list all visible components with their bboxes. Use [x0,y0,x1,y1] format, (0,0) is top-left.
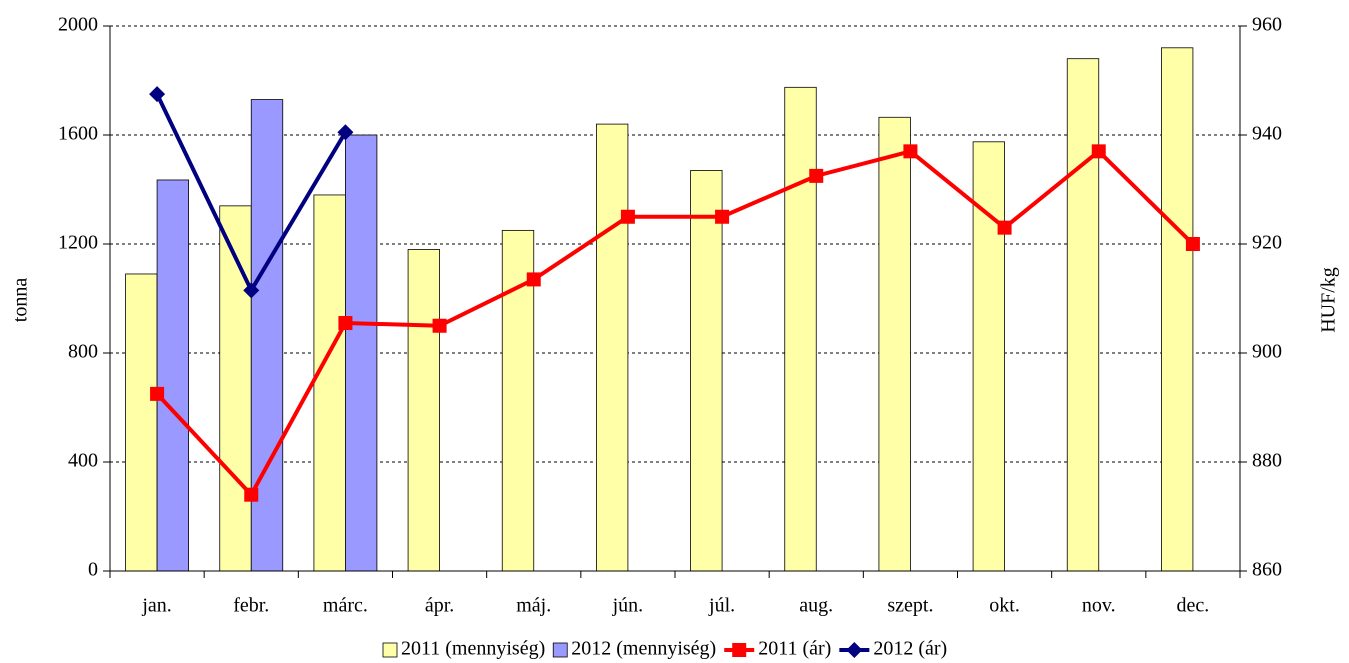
legend-swatch [382,642,398,658]
y2-tick-label: 860 [1252,559,1282,581]
y-tick-label: 1200 [58,232,98,254]
point [620,209,635,224]
y2-tick-label: 940 [1252,123,1282,145]
line [155,148,1195,499]
legend-label: 2012 (mennyiség) [571,638,716,660]
point [715,209,730,224]
x-tick-label: máj. [516,595,551,617]
y-axis-label: tonna [10,278,32,323]
y2-tick-label: 920 [1252,232,1282,254]
y-tick-label: 800 [68,341,98,363]
bar [219,205,252,572]
x-tick-label: jan. [141,595,171,617]
x-tick-label: okt. [989,595,1020,617]
x-tick-label: márc. [323,595,368,617]
bar [345,134,378,572]
point [1091,144,1106,159]
bar [125,273,158,572]
legend-label: 2011 (ár) [758,638,831,660]
point [432,318,447,333]
legend-swatch [552,642,568,658]
bar [784,86,817,572]
bar [690,170,723,572]
y2-axis-label: HUF/kg [1318,267,1340,333]
point [244,487,259,502]
x-tick-label: júl. [708,595,735,617]
x-tick-label: szept. [887,595,933,617]
point [338,316,353,331]
bar [878,116,911,572]
y2-tick-label: 960 [1252,14,1282,36]
point [243,282,260,299]
bar [596,123,629,572]
point [1185,237,1200,251]
x-tick-label: nov. [1082,595,1116,617]
x-tick-label: aug. [799,595,833,617]
legend-label: 2011 (mennyiség) [401,638,545,660]
point [997,220,1012,235]
x-tick-label: febr. [233,595,269,617]
y-tick-label: 0 [88,559,98,581]
bar [313,194,346,572]
point [526,272,541,287]
point [903,144,918,159]
y-tick-label: 400 [68,450,98,472]
y-tick-label: 1600 [58,123,98,145]
legend-marker [732,643,747,657]
point [150,386,165,401]
point [337,124,354,141]
point [809,168,824,183]
x-tick-label: dec. [1177,595,1210,617]
y-tick-label: 2000 [58,14,98,36]
bar [407,249,440,572]
x-tick-label: jún. [612,595,644,617]
y2-tick-label: 900 [1252,341,1282,363]
legend-marker [846,642,863,658]
bar [1161,47,1194,572]
legend-label: 2012 (ár) [873,638,947,660]
bar [1066,58,1100,572]
point [149,86,166,103]
bar [156,179,189,572]
y2-tick-label: 880 [1252,450,1282,472]
x-tick-label: ápr. [425,595,454,617]
